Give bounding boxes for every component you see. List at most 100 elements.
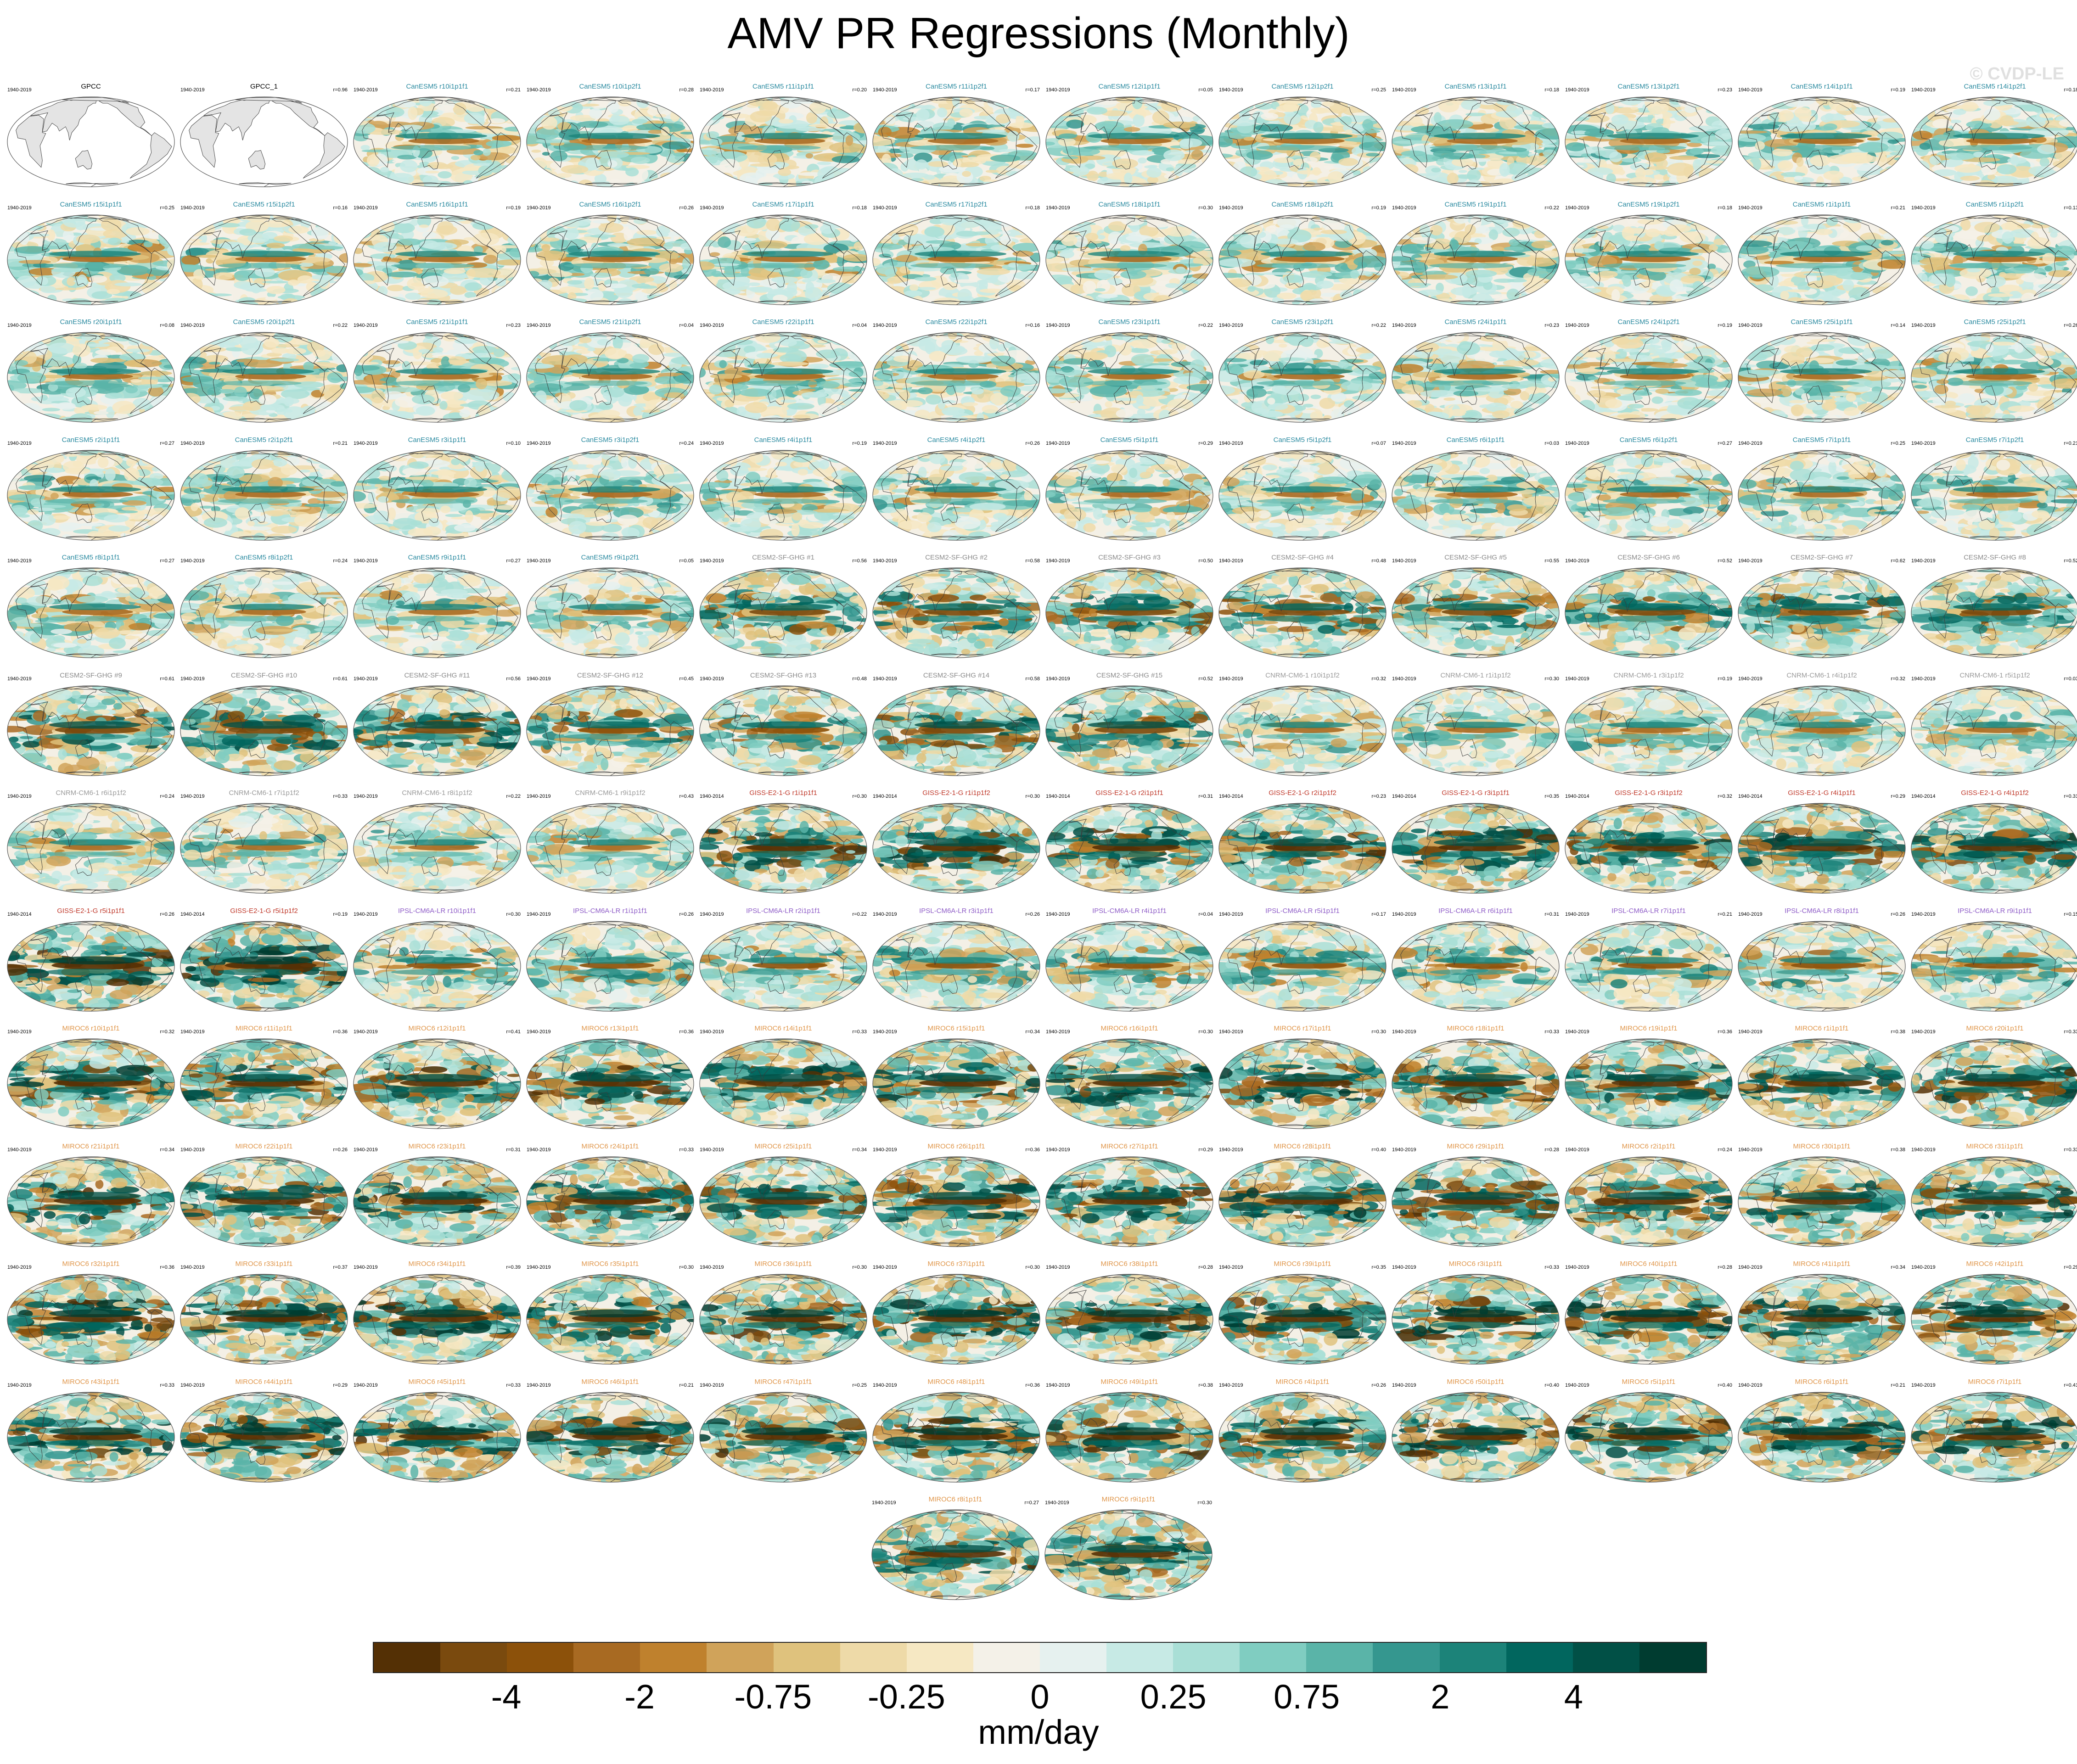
anomaly-patch xyxy=(408,106,418,120)
anomaly-patch xyxy=(532,215,544,224)
anomaly-patch xyxy=(1570,173,1585,186)
anomaly-patch xyxy=(1046,291,1051,294)
anomaly-patch xyxy=(422,175,439,186)
anomaly-patch xyxy=(1223,224,1246,235)
anomaly-patch xyxy=(605,283,627,288)
anomaly-patch xyxy=(625,167,639,177)
anomaly-patch xyxy=(1186,219,1205,223)
coastline xyxy=(445,99,498,136)
anomaly-patch xyxy=(1184,263,1203,267)
anomaly-patch xyxy=(297,275,313,284)
map-panel: 1940-2019 CanESM5 r11i1p1f1 r=0.20 xyxy=(699,83,867,187)
anomaly-patch xyxy=(1027,285,1039,291)
anomaly-patch xyxy=(443,268,466,274)
anomaly-patch xyxy=(707,299,726,305)
anomaly-patch xyxy=(782,287,797,297)
anomaly-patch xyxy=(662,291,679,303)
anomaly-patch xyxy=(848,289,858,297)
anomaly-patch xyxy=(369,301,378,305)
anomaly-patch xyxy=(1060,289,1069,293)
anomaly-patch xyxy=(1046,220,1055,226)
anomaly-patch xyxy=(700,224,715,231)
anomaly-patch xyxy=(1712,168,1729,179)
anomaly-patch xyxy=(1768,175,1778,187)
anomaly-patch xyxy=(354,299,371,305)
anomaly-patch xyxy=(545,293,556,305)
anomaly-patch xyxy=(1219,98,1226,103)
anomaly-patch xyxy=(849,215,867,220)
anomaly-patch xyxy=(213,298,231,305)
anomaly-patch xyxy=(367,154,380,167)
anomaly-patch xyxy=(1370,220,1386,233)
anomaly-patch xyxy=(527,224,539,235)
anomaly-patch xyxy=(1891,166,1900,170)
anomaly-patch xyxy=(539,98,558,107)
panel-period: 1940-2019 xyxy=(1046,87,1070,93)
anomaly-patch xyxy=(887,300,914,305)
anomaly-patch xyxy=(1021,215,1035,222)
panel-title: GPCC xyxy=(81,83,101,90)
anomaly-patch xyxy=(1878,100,1898,108)
anomaly-patch xyxy=(873,293,886,305)
anomaly-patch xyxy=(857,163,867,173)
anomaly-patch xyxy=(1120,270,1146,279)
map-field xyxy=(700,215,867,305)
anomaly-patch xyxy=(1894,157,1905,161)
itcz-wet-band xyxy=(915,133,1007,140)
anomaly-patch xyxy=(680,297,694,301)
anomaly-patch xyxy=(2050,179,2075,187)
anomaly-patch xyxy=(527,278,542,283)
anomaly-patch xyxy=(859,300,867,305)
anomaly-patch xyxy=(1223,215,1237,218)
anomaly-patch xyxy=(1778,178,1786,187)
anomaly-patch xyxy=(853,274,867,286)
anomaly-patch xyxy=(472,232,500,246)
anomaly-patch xyxy=(1056,97,1067,110)
anomaly-patch xyxy=(855,110,865,114)
anomaly-patch xyxy=(878,127,892,138)
anomaly-patch xyxy=(360,215,383,224)
anomaly-patch xyxy=(685,226,694,239)
anomaly-patch xyxy=(680,233,694,242)
anomaly-patch xyxy=(489,161,502,173)
anomaly-patch xyxy=(2062,183,2077,187)
anomaly-patch xyxy=(637,168,649,180)
anomaly-patch xyxy=(478,165,493,176)
anomaly-patch xyxy=(834,97,848,102)
anomaly-patch xyxy=(995,114,1010,123)
anomaly-patch xyxy=(1754,182,1780,185)
anomaly-patch xyxy=(1483,128,1499,133)
anomaly-patch xyxy=(852,168,867,179)
panel-title: CanESM5 r12i1p1f1 xyxy=(1098,83,1160,90)
anomaly-patch xyxy=(1200,106,1211,111)
anomaly-patch xyxy=(833,216,847,220)
anomaly-patch xyxy=(1219,153,1233,158)
anomaly-patch xyxy=(771,276,798,283)
anomaly-patch xyxy=(62,215,86,228)
anomaly-patch xyxy=(718,236,731,248)
anomaly-patch xyxy=(1023,218,1040,233)
anomaly-patch xyxy=(1232,300,1251,305)
anomaly-patch xyxy=(1364,97,1372,107)
anomaly-patch xyxy=(854,163,867,172)
anomaly-patch xyxy=(959,108,973,117)
anomaly-patch xyxy=(191,278,203,291)
anomaly-patch xyxy=(2059,163,2073,169)
anomaly-patch xyxy=(266,286,286,294)
anomaly-patch xyxy=(1913,181,1940,187)
anomaly-patch xyxy=(1911,183,1937,187)
anomaly-patch xyxy=(1067,215,1081,221)
anomaly-patch xyxy=(702,97,713,104)
anomaly-patch xyxy=(998,231,1011,235)
panel-pattern-correlation: r=0.18 xyxy=(2064,87,2077,93)
itcz-wet-band xyxy=(915,251,1007,258)
anomaly-patch xyxy=(876,110,885,118)
panel-period: 1940-2019 xyxy=(1738,87,1763,93)
anomaly-patch xyxy=(1197,220,1213,227)
anomaly-patch xyxy=(213,272,234,280)
anomaly-patch xyxy=(720,179,739,183)
anomaly-patch xyxy=(554,215,568,219)
map-panel: 1940-2019 CanESM5 r12i1p1f1 r=0.05 xyxy=(1045,83,1213,187)
anomaly-patch xyxy=(355,215,376,222)
anomaly-patch xyxy=(1316,280,1334,289)
